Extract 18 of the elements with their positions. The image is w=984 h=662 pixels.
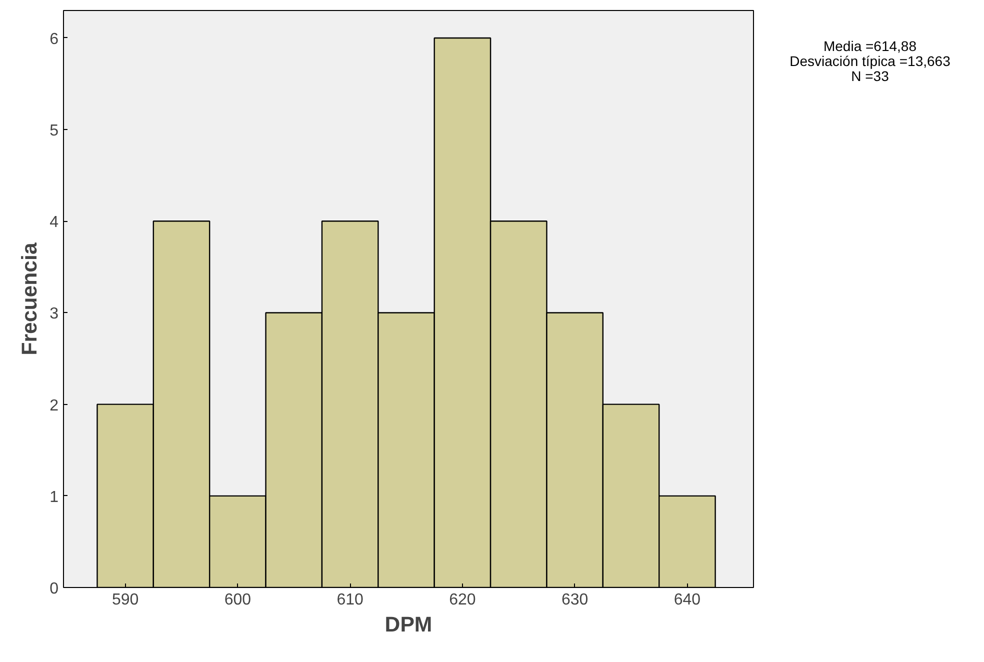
y-tick-label: 3 [50, 306, 59, 323]
x-axis-title: DPM [384, 612, 432, 636]
y-axis-title: Frecuencia [18, 242, 42, 356]
y-tick-label: 5 [50, 122, 59, 140]
y-tick-label: 0 [50, 580, 59, 598]
y-tick-label: 4 [50, 214, 59, 232]
y-tick-label: 1 [50, 488, 59, 506]
x-tick-label: 640 [674, 592, 701, 608]
x-tick-label: 600 [224, 592, 252, 608]
x-tick-label: 630 [561, 592, 588, 608]
text: Media =614,88 [823, 38, 917, 54]
x-tick-label: 610 [336, 592, 364, 608]
x-tick-label: 620 [449, 592, 476, 608]
text: Desviación típica =13,663 [790, 53, 950, 69]
y-tick-label: 2 [50, 397, 59, 414]
y-tick-label: 6 [50, 30, 59, 48]
x-tick-label: 590 [112, 592, 139, 608]
text: N =33 [851, 68, 889, 84]
